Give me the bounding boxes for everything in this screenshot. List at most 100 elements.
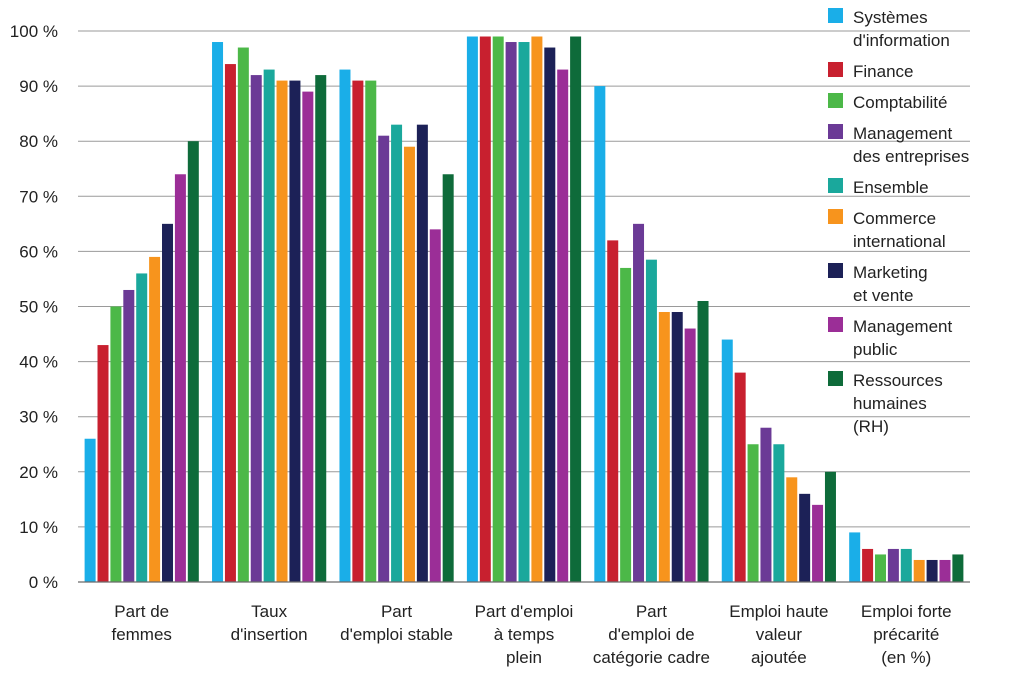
y-tick-label: 80 % (19, 132, 58, 151)
bar (773, 444, 785, 582)
legend-swatch (828, 371, 843, 386)
legend-label: Management des entreprises (853, 124, 969, 166)
bar (557, 69, 569, 582)
legend-label: Ensemble (853, 178, 929, 197)
bar (276, 80, 288, 582)
bar (416, 124, 428, 583)
legend-swatch (828, 317, 843, 332)
x-category-label: Part d'emploi à temps plein (475, 602, 574, 667)
bar (645, 259, 657, 582)
x-category-label: Part d'emploi de catégorie cadre (593, 602, 710, 667)
bar (531, 36, 543, 582)
x-category-label: Taux d'insertion (231, 602, 308, 644)
legend-label: Finance (853, 62, 913, 81)
bar (926, 559, 938, 582)
bar (136, 273, 148, 582)
bar (391, 124, 403, 583)
legend-swatch (828, 178, 843, 193)
bar (939, 559, 951, 582)
bar (429, 229, 441, 583)
bar (887, 548, 899, 582)
bar (84, 438, 96, 582)
legend-label: Management public (853, 317, 953, 359)
bar (658, 312, 670, 582)
bar (352, 80, 364, 582)
bar (212, 42, 224, 582)
legend-swatch (828, 62, 843, 77)
bar (466, 36, 478, 582)
bars (84, 36, 964, 583)
bar (874, 554, 886, 582)
bar (570, 36, 582, 582)
bar (684, 328, 696, 582)
bar (479, 36, 491, 582)
x-category-label: Part de femmes (111, 602, 171, 644)
bar (302, 91, 314, 583)
legend-label: Systèmes d'information (853, 8, 950, 50)
bar (263, 69, 275, 582)
y-tick-label: 50 % (19, 298, 58, 317)
bar (237, 47, 249, 582)
x-axis-labels: Part de femmes Taux d'insertion Part d'emploi… (111, 602, 951, 667)
legend-swatch (828, 263, 843, 278)
bar (760, 427, 772, 582)
bar (403, 146, 415, 582)
legend: Systèmes d'information Finance Comptabilité… (828, 8, 969, 436)
x-category-label: Emploi forte précarité (en %) (861, 602, 952, 667)
y-tick-label: 30 % (19, 408, 58, 427)
bar (315, 75, 327, 582)
bar (492, 36, 504, 582)
bar (162, 223, 174, 582)
bar (799, 493, 811, 582)
bar (365, 80, 377, 582)
bar (747, 444, 759, 582)
bar (224, 64, 236, 582)
bar (671, 312, 683, 582)
y-tick-label: 60 % (19, 242, 58, 261)
bar (544, 47, 556, 582)
bar (633, 223, 645, 582)
bar (289, 80, 301, 582)
y-tick-label: 90 % (19, 77, 58, 96)
bar (812, 504, 824, 582)
bar (110, 306, 122, 582)
bar (518, 42, 530, 582)
legend-label: Ressources humaines (RH) (853, 371, 943, 436)
bar (952, 554, 964, 582)
legend-label: Commerce international (853, 209, 946, 251)
bar (913, 559, 925, 582)
bar (607, 240, 619, 582)
x-category-label: Emploi haute valeur ajoutée (729, 602, 828, 667)
bar (442, 174, 454, 582)
legend-label: Comptabilité (853, 93, 948, 112)
bar (721, 339, 733, 582)
bar (824, 471, 836, 582)
legend-swatch (828, 209, 843, 224)
bar (174, 174, 186, 582)
legend-swatch (828, 93, 843, 108)
legend-swatch (828, 8, 843, 23)
bar (123, 289, 135, 582)
y-tick-label: 0 % (29, 573, 58, 592)
legend-swatch (828, 124, 843, 139)
y-axis-ticks: 0 % 10 % 20 % 30 % 40 % 50 % 60 % 70 % 80 % 90 % 1… (10, 22, 58, 592)
bar (786, 477, 798, 582)
bar (849, 532, 861, 582)
bar (97, 345, 109, 582)
bar (900, 548, 912, 582)
bar (734, 372, 746, 582)
bar (505, 42, 517, 582)
y-tick-label: 70 % (19, 187, 58, 206)
y-tick-label: 100 % (10, 22, 58, 41)
legend-label: Marketing et vente (853, 263, 928, 305)
bar (149, 256, 161, 582)
y-tick-label: 10 % (19, 518, 58, 537)
y-tick-label: 40 % (19, 353, 58, 372)
bar (339, 69, 351, 582)
bar (697, 300, 709, 582)
bar (187, 141, 199, 582)
bar (620, 267, 632, 582)
bar (862, 548, 874, 582)
